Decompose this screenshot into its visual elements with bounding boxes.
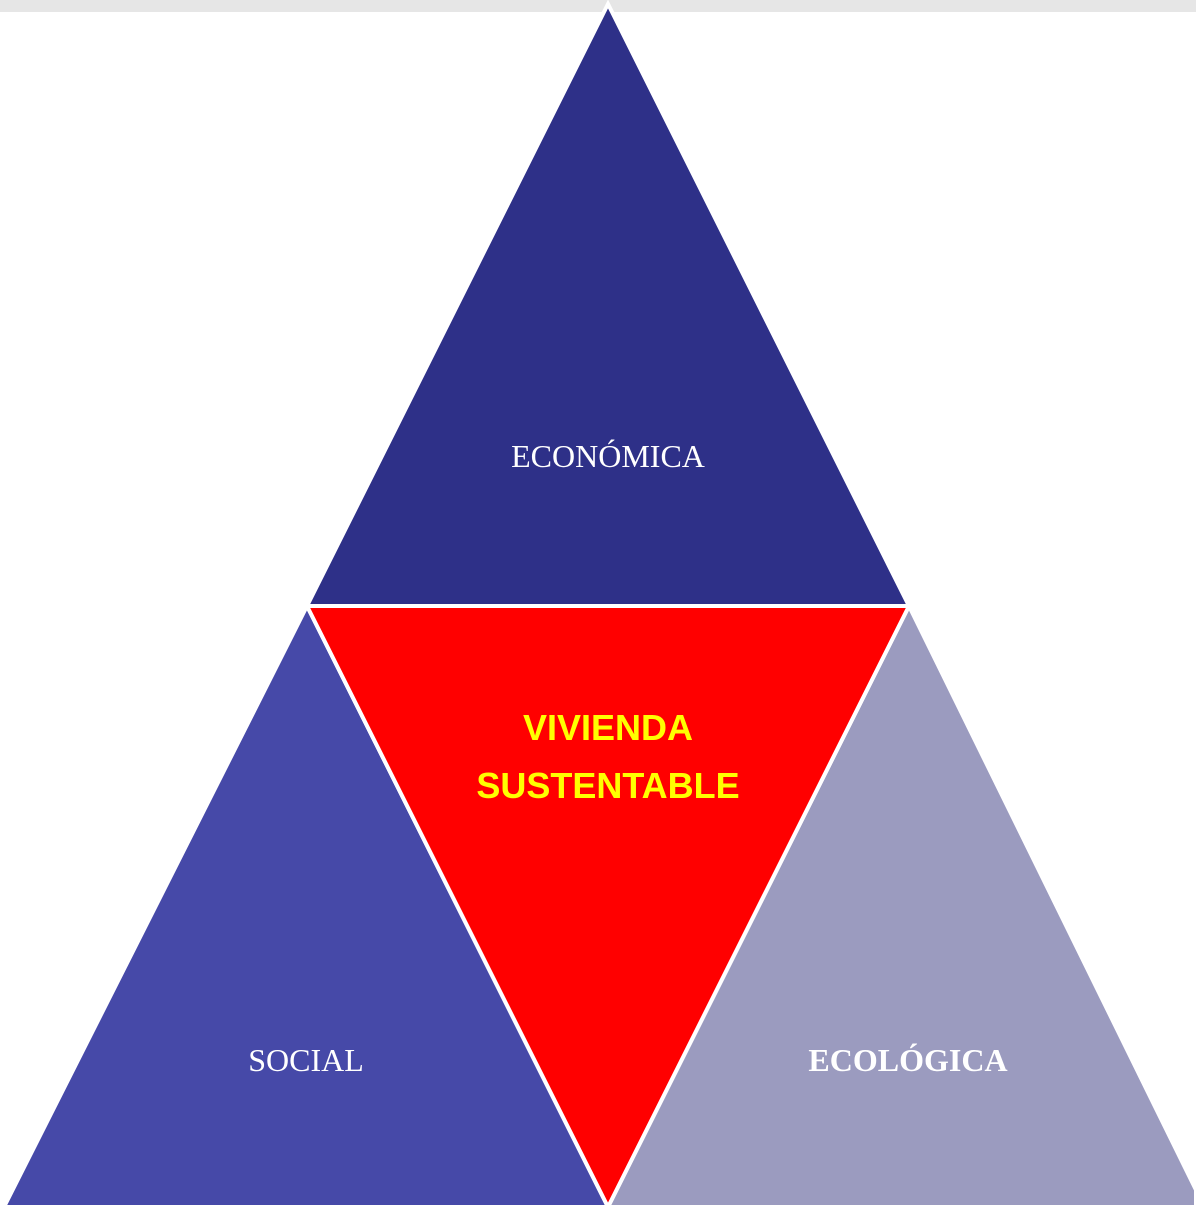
triangle-center — [303, 604, 913, 1207]
label-center-line1: VIVIENDA — [523, 707, 693, 748]
label-center-line2: SUSTENTABLE — [476, 765, 739, 806]
label-social: SOCIAL — [248, 1042, 364, 1078]
triangle-economica — [303, 0, 913, 608]
top-bar — [0, 0, 1196, 12]
label-economica: ECONÓMICA — [511, 438, 705, 474]
label-ecologica: ECOLÓGICA — [808, 1042, 1007, 1078]
